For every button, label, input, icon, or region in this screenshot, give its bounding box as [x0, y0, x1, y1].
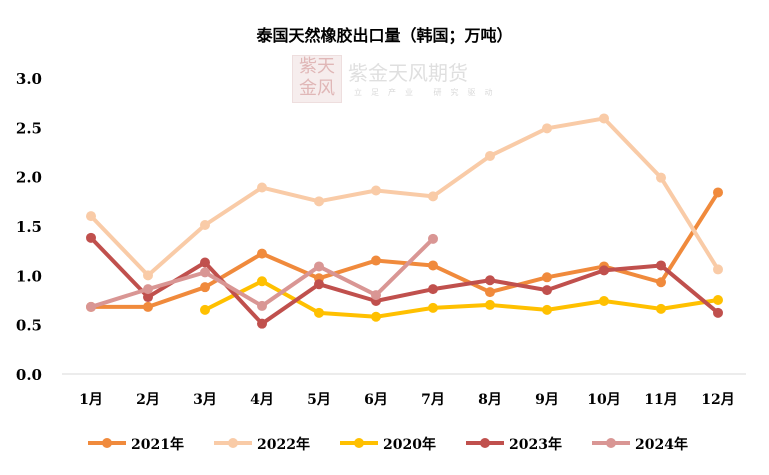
data-point — [599, 295, 609, 306]
data-point — [656, 260, 666, 271]
watermark-slogan: 立足产业 研究驱动 — [354, 88, 502, 97]
data-point — [371, 185, 381, 196]
x-tick-label: 9月 — [535, 392, 559, 408]
series-line-2020年 — [204, 279, 719, 319]
data-point — [542, 123, 552, 134]
data-point — [200, 304, 210, 315]
data-point — [428, 233, 438, 244]
x-tick-label: 1月 — [79, 392, 103, 408]
series-line-2021年 — [91, 191, 720, 309]
x-tick-label: 10月 — [587, 392, 620, 408]
data-point — [599, 113, 609, 124]
data-point — [656, 277, 666, 288]
x-tick-label: 5月 — [307, 392, 331, 408]
data-point — [485, 275, 495, 286]
data-point — [485, 299, 495, 310]
data-point — [257, 318, 267, 329]
data-point — [314, 307, 324, 318]
data-point — [257, 182, 267, 193]
legend-label: 2022年 — [257, 436, 310, 453]
data-point — [713, 187, 723, 198]
data-point — [371, 311, 381, 322]
data-point — [200, 257, 210, 268]
data-point — [713, 264, 723, 275]
x-tick-label: 8月 — [478, 392, 502, 408]
data-point — [200, 282, 210, 293]
data-point — [314, 279, 324, 290]
x-tick-label: 6月 — [364, 392, 388, 408]
data-point — [200, 267, 210, 278]
x-tick-label: 7月 — [421, 392, 445, 408]
data-point — [257, 300, 267, 311]
y-tick-label: 1.5 — [16, 218, 42, 236]
legend-label: 2024年 — [635, 436, 688, 453]
legend-marker — [354, 438, 364, 448]
data-point — [143, 301, 153, 312]
watermark-name: 紫金天风期货 — [348, 61, 468, 85]
data-point — [428, 260, 438, 271]
data-point — [86, 301, 96, 312]
y-tick-label: 2.0 — [16, 169, 42, 187]
legend-marker — [606, 438, 616, 448]
data-point — [143, 270, 153, 281]
data-point — [542, 304, 552, 315]
data-point — [713, 307, 723, 318]
data-point — [428, 302, 438, 313]
y-tick-label: 3.0 — [16, 70, 42, 88]
legend-marker — [102, 438, 112, 448]
data-point — [314, 261, 324, 272]
data-point — [542, 285, 552, 296]
y-tick-label: 1.0 — [16, 267, 42, 285]
data-point — [713, 295, 723, 305]
data-point — [428, 284, 438, 295]
data-point — [599, 265, 609, 276]
data-point — [485, 287, 495, 298]
data-point — [485, 150, 495, 161]
data-point — [143, 284, 153, 295]
x-tick-label: 4月 — [250, 392, 274, 408]
data-point — [428, 191, 438, 202]
x-tick-label: 2月 — [136, 392, 160, 408]
x-tick-label: 3月 — [193, 392, 217, 408]
series-line-2023年 — [89, 236, 720, 326]
y-tick-label: 0.0 — [16, 366, 42, 384]
legend-marker — [228, 438, 238, 448]
y-tick-label: 2.5 — [16, 119, 42, 137]
series-line-2022年 — [89, 116, 720, 278]
data-point — [200, 220, 210, 231]
data-point — [656, 172, 666, 183]
data-point — [86, 211, 96, 222]
data-point — [371, 255, 381, 266]
data-point — [257, 248, 267, 259]
legend-label: 2021年 — [131, 436, 184, 453]
data-point — [257, 276, 267, 287]
data-point — [542, 272, 552, 283]
data-point — [143, 292, 153, 303]
legend-label: 2023年 — [509, 436, 562, 453]
chart-title: 泰国天然橡胶出口量（韩国；万吨） — [256, 26, 513, 45]
x-tick-label: 12月 — [701, 392, 734, 408]
data-point — [86, 232, 96, 243]
data-point — [656, 303, 666, 314]
x-tick-label: 11月 — [644, 392, 677, 408]
legend-marker — [480, 438, 490, 448]
legend-label: 2020年 — [383, 436, 436, 453]
y-tick-label: 0.5 — [16, 317, 42, 335]
data-point — [371, 290, 381, 301]
data-point — [314, 196, 324, 207]
watermark-logo: 紫天 金风 — [292, 55, 342, 103]
